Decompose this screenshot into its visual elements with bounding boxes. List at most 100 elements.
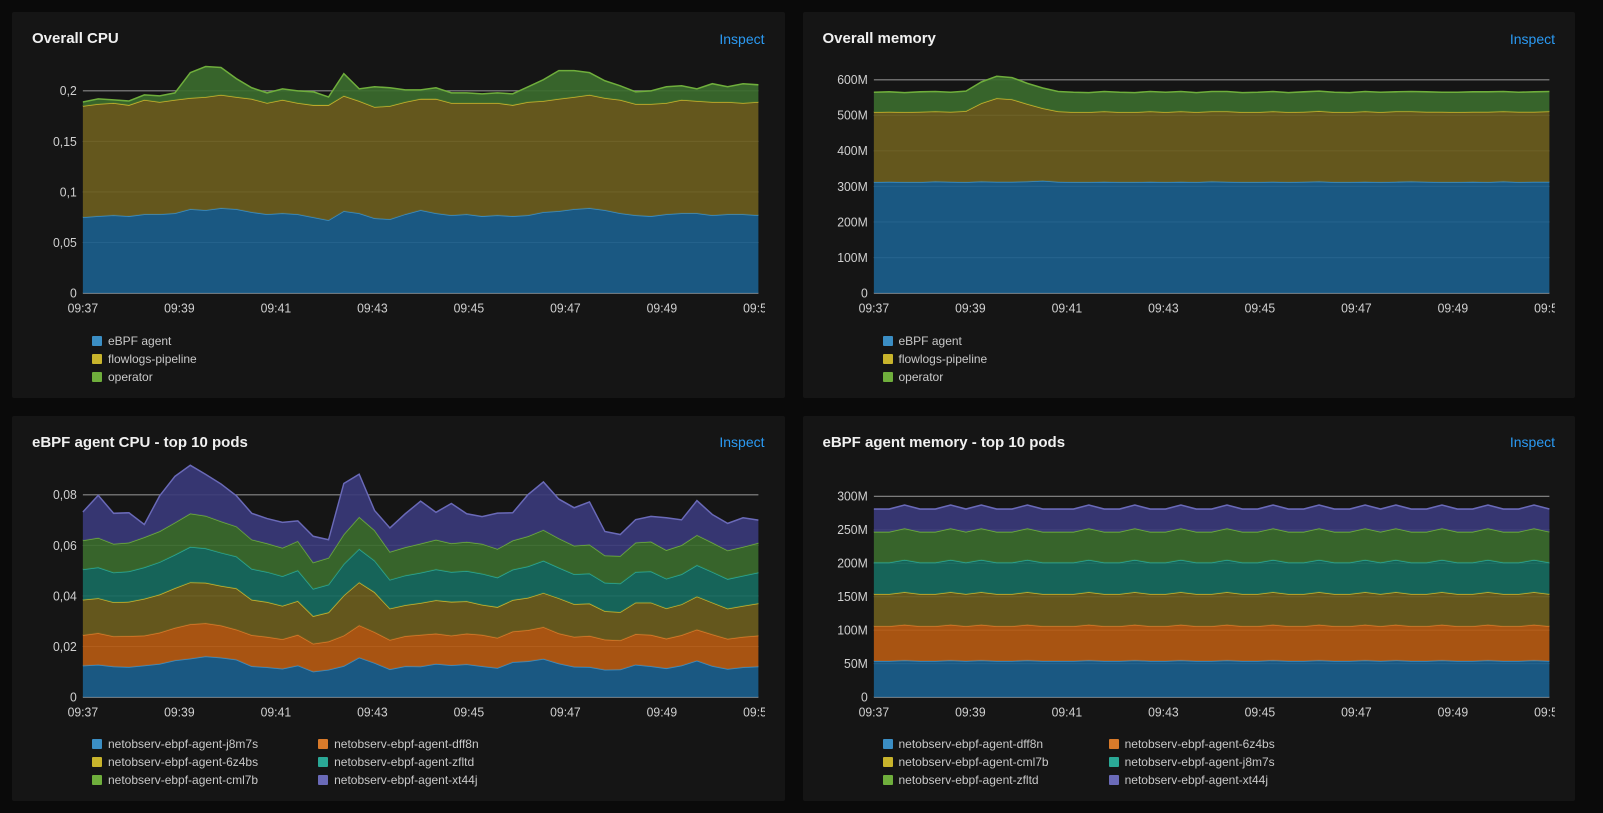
legend-swatch [883,757,893,767]
panel-header: eBPF agent memory - top 10 pods Inspect [823,434,1556,451]
legend-swatch [318,775,328,785]
legend-item[interactable]: netobserv-ebpf-agent-xt44j [1109,773,1275,787]
y-axis-label: 100M [837,251,868,265]
inspect-link[interactable]: Inspect [1510,434,1555,450]
chart[interactable]: 050M100M150M200M250M300M09:3709:3909:410… [823,463,1556,726]
x-axis-label: 09:49 [647,301,678,315]
legend-swatch [883,739,893,749]
y-axis-label: 0,2 [60,84,77,98]
y-axis-label: 0,04 [53,588,77,602]
legend-item[interactable]: netobserv-ebpf-agent-6z4bs [92,755,258,769]
legend-swatch [1109,739,1119,749]
x-axis-label: 09:37 [858,705,889,719]
legend-item[interactable]: flowlogs-pipeline [92,352,765,366]
x-axis-label: 09:41 [261,301,292,315]
x-axis-label: 09:37 [68,301,99,315]
panel-overall-memory: Overall memoryInspect0100M200M300M400M50… [803,12,1576,398]
legend-label: netobserv-ebpf-agent-6z4bs [108,755,258,769]
legend-swatch [92,739,102,749]
legend-item[interactable]: netobserv-ebpf-agent-zfltd [883,773,1049,787]
legend-swatch [92,757,102,767]
legend-label: eBPF agent [899,334,962,348]
x-axis-label: 09:45 [454,705,485,719]
y-axis-label: 600M [837,73,868,87]
x-axis-label: 09:39 [164,301,195,315]
legend-label: flowlogs-pipeline [108,352,197,366]
legend-item[interactable]: netobserv-ebpf-agent-dff8n [883,737,1049,751]
series-area [873,528,1549,562]
legend-swatch [92,354,102,364]
legend-label: netobserv-ebpf-agent-cml7b [108,773,258,787]
x-axis-label: 09:41 [1051,705,1082,719]
chart[interactable]: 0100M200M300M400M500M600M09:3709:3909:41… [823,59,1556,322]
legend-item[interactable]: operator [92,370,765,384]
legend: netobserv-ebpf-agent-dff8n netobserv-ebpf… [823,737,1556,787]
series-area [83,208,759,293]
chart[interactable]: 00,050,10,150,209:3709:3909:4109:4309:45… [32,59,765,322]
legend-label: operator [899,370,944,384]
legend-label: netobserv-ebpf-agent-xt44j [1125,773,1268,787]
y-axis-label: 300M [837,179,868,193]
panel-ebpf-memory: eBPF agent memory - top 10 pods Inspect 05… [803,416,1576,802]
panel-title: Overall memory [823,30,936,47]
y-axis-label: 500M [837,108,868,122]
legend-item[interactable]: netobserv-ebpf-agent-j8m7s [92,737,258,751]
legend: eBPF agent flowlogs-pipeline operator [823,334,1556,384]
legend-item[interactable]: netobserv-ebpf-agent-6z4bs [1109,737,1275,751]
y-axis-label: 0 [70,286,77,300]
series-area [873,660,1549,697]
legend-swatch [1109,757,1119,767]
y-axis-label: 0 [70,690,77,704]
y-axis-label: 0,06 [53,538,77,552]
y-axis-label: 0,05 [53,235,77,249]
legend-item[interactable]: eBPF agent [883,334,1556,348]
inspect-link[interactable]: Inspect [719,434,764,450]
inspect-link[interactable]: Inspect [719,31,764,47]
legend-label: netobserv-ebpf-agent-dff8n [334,737,479,751]
legend-item[interactable]: netobserv-ebpf-agent-xt44j [318,773,479,787]
legend-swatch [92,775,102,785]
legend-item[interactable]: flowlogs-pipeline [883,352,1556,366]
y-axis-label: 400M [837,144,868,158]
legend-label: netobserv-ebpf-agent-cml7b [899,755,1049,769]
x-axis-label: 09:39 [164,705,195,719]
panel-header: eBPF agent CPU - top 10 podsInspect [32,434,765,451]
x-axis-label: 09:41 [261,705,292,719]
legend-label: netobserv-ebpf-agent-j8m7s [1125,755,1275,769]
inspect-link[interactable]: Inspect [1510,31,1555,47]
legend-swatch [92,336,102,346]
series-area [873,559,1549,593]
legend-item[interactable]: netobserv-ebpf-agent-cml7b [883,755,1049,769]
x-axis-label: 09:51 [1534,301,1555,315]
panel-title: eBPF agent memory - top 10 pods [823,434,1066,451]
x-axis-label: 09:43 [357,705,388,719]
legend-label: netobserv-ebpf-agent-zfltd [899,773,1039,787]
y-axis-label: 100M [837,623,868,637]
legend-item[interactable]: netobserv-ebpf-agent-cml7b [92,773,258,787]
series-area [873,181,1549,293]
series-area [873,624,1549,660]
x-axis-label: 09:43 [1148,301,1179,315]
chart[interactable]: 00,020,040,060,0809:3709:3909:4109:4309:… [32,463,765,726]
legend-item[interactable]: operator [883,370,1556,384]
legend-swatch [1109,775,1119,785]
y-axis-label: 0,1 [60,185,77,199]
x-axis-label: 09:43 [357,301,388,315]
x-axis-label: 09:49 [1437,705,1468,719]
legend-swatch [883,354,893,364]
legend-label: netobserv-ebpf-agent-xt44j [334,773,477,787]
legend-item[interactable]: eBPF agent [92,334,765,348]
legend-swatch [318,739,328,749]
panel-header: Overall memory Inspect [823,30,1556,47]
legend-swatch [883,775,893,785]
panel-title: Overall CPU [32,30,119,47]
y-axis-label: 200M [837,556,868,570]
x-axis-label: 09:47 [550,705,581,719]
x-axis-label: 09:37 [68,705,99,719]
legend-item[interactable]: netobserv-ebpf-agent-zfltd [318,755,479,769]
legend-item[interactable]: netobserv-ebpf-agent-dff8n [318,737,479,751]
legend-label: flowlogs-pipeline [899,352,988,366]
y-axis-label: 0,02 [53,639,77,653]
legend-item[interactable]: netobserv-ebpf-agent-j8m7s [1109,755,1275,769]
panel-header: Overall CPU Inspect [32,30,765,47]
